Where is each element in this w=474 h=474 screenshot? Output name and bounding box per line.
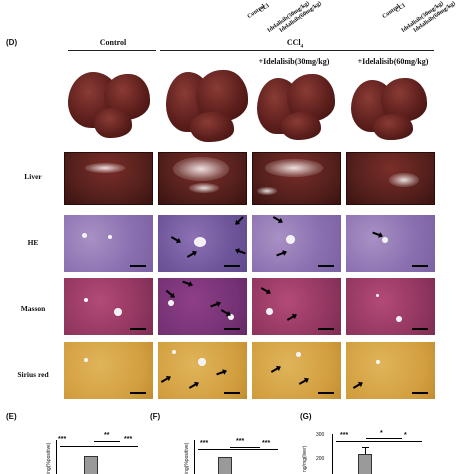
panel-f-sig-1: *** [200,440,209,447]
header-ccl4: CCl4 [260,38,330,50]
liver-zoom-idel30 [252,152,341,205]
panel-f-bar [218,457,232,474]
panel-f-yaxis [194,440,195,474]
control-rule [68,50,156,51]
panel-e-ylabel: ing(%positive) [46,442,52,474]
panel-g-bar [358,454,372,474]
header-control: Control [99,38,127,47]
masson-control [64,278,153,335]
panel-g-sig-2: * [380,430,383,437]
panel-g-sig-1: *** [340,432,349,439]
he-control [64,215,153,272]
row-label-he: HE [27,238,39,247]
header-idel60: +Idelalisib(60mg/kg) [357,57,429,66]
liver-zoom-control [64,152,153,205]
he-ccl4 [158,215,247,272]
header-idel30: +Idelalisib(30mg/kg) [258,57,330,66]
panel-e-sig-1: *** [58,436,67,443]
masson-idel30 [252,278,341,335]
panel-f-sig-2: *** [236,438,245,445]
ccl4-rule [160,50,434,51]
row-label-liver: Liver [24,172,42,181]
panel-g-bracket-long [336,441,422,442]
sirius-ccl4 [158,342,247,399]
sirius-control [64,342,153,399]
panel-g-ylabel: ng/mg(liver) [302,445,308,472]
panel-f-ylabel: ing(%positive) [184,442,190,474]
panel-e-letter: (E) [6,412,17,421]
panel-f-bracket-long [198,449,278,450]
panel-g-letter: (G) [300,412,312,421]
he-idel30 [252,215,341,272]
ccl4-text: CCl [286,38,301,47]
liver-zoom-idel60 [346,152,435,205]
panel-f-letter: (F) [150,412,161,421]
ccl4-subscript: 4 [300,44,304,50]
sirius-idel60 [346,342,435,399]
panel-e-bracket-long [60,446,138,447]
row-label-masson: Masson [20,304,46,313]
panel-g-bracket-short [366,438,402,439]
panel-g-ytick-200: 200 [316,456,325,462]
panel-g-sig-3: * [404,432,407,439]
masson-idel60 [346,278,435,335]
panel-e-yaxis [56,440,57,474]
panel-e-bracket-short [94,441,120,442]
sirius-idel30 [252,342,341,399]
panel-f-sig-3: *** [262,440,271,447]
panel-g-ytick-300: 300 [316,432,325,438]
panel-g-errorbar [365,447,366,454]
panel-e-bar [84,456,98,474]
whole-liver-ccl4 [160,68,252,148]
panel-e-sig-3: *** [124,436,133,443]
panel-g-yaxis [332,434,333,474]
he-idel60 [346,215,435,272]
whole-liver-idel30 [253,68,345,148]
row-label-sirius-red: Sirius red [17,370,49,379]
panel-f-bracket-short [230,447,260,448]
whole-liver-idel60 [345,68,437,148]
panel-d-letter: (D) [6,38,18,47]
panel-g-errorbar-cap [362,447,369,448]
liver-zoom-ccl4 [158,152,247,205]
masson-ccl4 [158,278,247,335]
whole-liver-control [64,68,156,148]
panel-e-sig-2: ** [104,432,110,439]
